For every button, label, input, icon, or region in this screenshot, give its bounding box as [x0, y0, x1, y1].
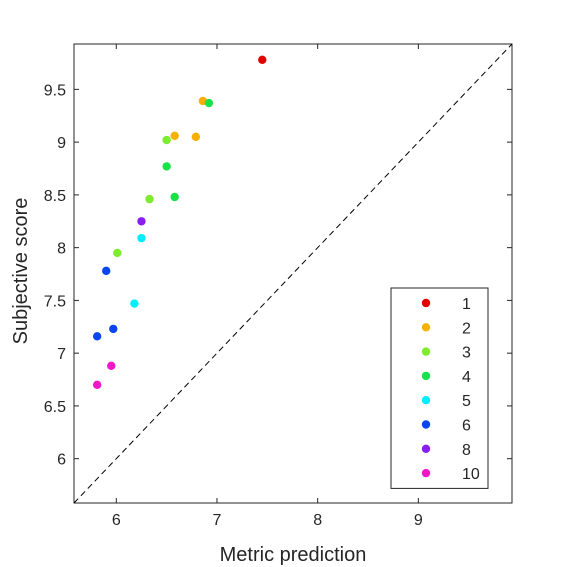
data-point-series-10 [92, 380, 102, 390]
legend-label-10: 10 [462, 466, 480, 483]
y-tick-label: 6.5 [44, 399, 66, 416]
data-point-series-6 [102, 266, 111, 276]
y-tick-label: 9 [57, 135, 66, 152]
data-point-series-6 [92, 332, 102, 341]
x-tick-label: 8 [313, 512, 322, 529]
legend-label-6: 6 [462, 418, 471, 435]
data-point-series-6 [109, 324, 118, 334]
data-point-series-3 [145, 194, 154, 204]
x-axis-label: Metric prediction [220, 544, 367, 566]
legend-marker-1 [421, 298, 431, 308]
data-point-series-4 [162, 162, 171, 171]
data-point-series-2 [191, 132, 201, 142]
legend-label-2: 2 [462, 320, 471, 337]
legend: 1 2 3 4 5 6 8 10 [390, 287, 489, 489]
x-tick-label: 7 [213, 512, 222, 529]
legend-marker-4 [421, 371, 431, 381]
legend-marker-3 [421, 347, 431, 356]
data-point-series-5 [130, 299, 139, 308]
y-axis-label: Subjective score [10, 198, 32, 345]
legend-marker-6 [421, 420, 431, 429]
y-tick-label: 9.5 [44, 82, 66, 99]
y-tick-label: 8 [57, 241, 66, 258]
identity-reference-line [73, 43, 513, 504]
legend-label-1: 1 [462, 296, 471, 313]
y-tick-label: 7.5 [44, 293, 66, 310]
legend-marker-8 [421, 444, 431, 453]
legend-box [390, 287, 489, 489]
legend-marker-2 [421, 323, 431, 332]
plot-area: 6 7 8 9 6 6.5 7 7.5 8 8.5 9 9.5 [44, 43, 513, 529]
data-point-series-8 [137, 217, 146, 226]
data-point-series-3 [162, 135, 171, 145]
y-tick-label: 6 [57, 452, 66, 469]
data-point-series-5 [137, 233, 146, 243]
data-point-series-3 [113, 248, 122, 258]
legend-marker-5 [421, 396, 431, 405]
legend-marker-10 [421, 468, 431, 478]
legend-label-8: 8 [462, 442, 471, 459]
data-point-series-1 [258, 55, 267, 65]
axes-box [73, 43, 513, 504]
y-tick-label: 7 [57, 346, 66, 363]
data-point-series-4 [170, 192, 179, 202]
data-point-series-4 [204, 98, 214, 108]
y-tick-label: 8.5 [44, 188, 66, 205]
legend-label-4: 4 [462, 369, 471, 386]
legend-label-3: 3 [462, 345, 471, 362]
data-point-series-10 [107, 361, 116, 371]
x-tick-label: 9 [414, 512, 423, 529]
data-point-series-2 [170, 131, 179, 140]
x-tick-label: 6 [112, 512, 121, 529]
legend-label-5: 5 [462, 393, 471, 410]
